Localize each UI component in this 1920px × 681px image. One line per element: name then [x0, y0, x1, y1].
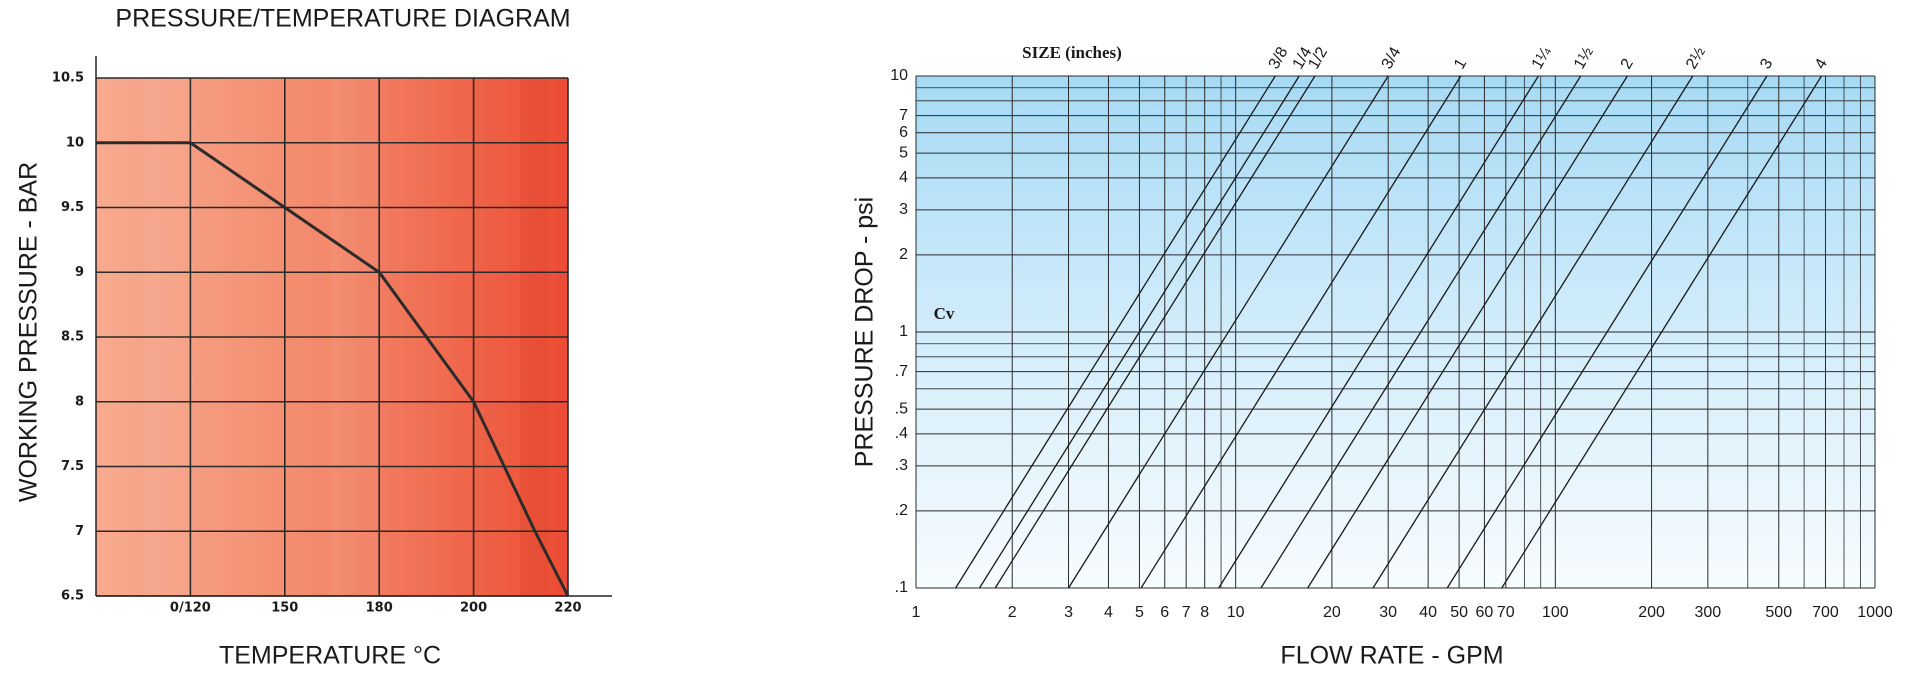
x-tick-label: 0/120 [170, 601, 211, 616]
data-line [1307, 75, 1628, 589]
x-tick-label: 60 [1476, 604, 1494, 621]
series-label: 1 [1451, 56, 1470, 72]
x-tick-label: 30 [1379, 604, 1397, 621]
x-tick-label: 300 [1695, 604, 1722, 621]
series-label: 2 [1618, 56, 1637, 72]
y-tick-label: 4 [899, 169, 908, 186]
x-tick-label: 200 [460, 601, 487, 616]
x-axis-title: TEMPERATURE °C [219, 642, 441, 670]
y-axis-title: PRESSURE DROP - psi [851, 197, 879, 467]
series-label: 2½ [1683, 44, 1709, 72]
y-tick-label: .5 [895, 400, 908, 417]
x-tick-label: 70 [1497, 604, 1515, 621]
y-tick-label: 3 [899, 201, 908, 218]
x-tick-label: 200 [1638, 604, 1665, 621]
y-tick-label: .2 [895, 502, 908, 519]
x-tick-label: 6 [1160, 604, 1169, 621]
x-tick-label: 5 [1135, 604, 1144, 621]
y-tick-label: .7 [895, 363, 908, 380]
x-tick-label: 1000 [1857, 604, 1893, 621]
x-tick-label: 180 [366, 601, 393, 616]
y-tick-label: 10.5 [52, 71, 84, 86]
data-line [1446, 75, 1768, 589]
series-label: 1/2 [1305, 44, 1331, 72]
data-line [1260, 75, 1582, 589]
annotation: Cv [934, 304, 955, 323]
x-tick-label: 4 [1104, 604, 1113, 621]
series-label: 1¼ [1529, 44, 1555, 72]
x-tick-label: 40 [1419, 604, 1437, 621]
data-line [1067, 75, 1389, 589]
x-tick-label: 50 [1450, 604, 1468, 621]
x-tick-label: 150 [271, 601, 298, 616]
y-tick-label: 1 [899, 323, 908, 340]
x-tick-label: 2 [1008, 604, 1017, 621]
data-line [978, 75, 1300, 589]
x-axis-title: FLOW RATE - GPM [1280, 642, 1503, 670]
y-tick-label: .3 [895, 457, 908, 474]
x-tick-label: 100 [1542, 604, 1569, 621]
series-label: 4 [1812, 56, 1831, 72]
y-tick-label: 8.5 [61, 330, 84, 345]
y-tick-label: .1 [895, 579, 908, 596]
data-line [1218, 75, 1539, 589]
y-tick-label: 8 [75, 394, 84, 409]
data-line [1372, 75, 1694, 589]
chart-title: PRESSURE/TEMPERATURE DIAGRAM [115, 5, 570, 33]
series-label: 3 [1757, 56, 1776, 72]
y-tick-label: 10 [890, 67, 908, 84]
y-tick-label: 7 [899, 107, 908, 124]
data-line [96, 141, 570, 597]
annotation: SIZE (inches) [1022, 43, 1122, 62]
data-line [1501, 75, 1823, 589]
y-axis-title: WORKING PRESSURE - BAR [15, 162, 43, 502]
x-tick-label: 700 [1812, 604, 1839, 621]
y-tick-label: 5 [899, 144, 908, 161]
x-tick-label: 1 [912, 604, 921, 621]
y-tick-label: 9.5 [61, 200, 84, 215]
y-tick-label: 10 [66, 135, 84, 150]
y-tick-label: 7.5 [61, 459, 84, 474]
y-tick-label: 6.5 [61, 589, 84, 604]
x-tick-label: 7 [1182, 604, 1191, 621]
x-tick-label: 8 [1200, 604, 1209, 621]
y-tick-label: 6 [899, 124, 908, 141]
data-line [955, 75, 1276, 589]
x-tick-label: 10 [1227, 604, 1245, 621]
y-tick-label: 7 [75, 524, 84, 539]
x-tick-label: 220 [554, 601, 581, 616]
y-tick-label: 9 [75, 265, 84, 280]
data-line [994, 75, 1316, 589]
series-label: 3/8 [1266, 44, 1292, 72]
x-tick-label: 20 [1323, 604, 1341, 621]
y-tick-label: .4 [895, 425, 908, 442]
y-tick-label: 2 [899, 246, 908, 263]
series-label: 3/4 [1379, 44, 1405, 72]
x-tick-label: 3 [1064, 604, 1073, 621]
series-label: 1½ [1571, 44, 1597, 72]
data-line [1140, 75, 1462, 589]
x-tick-label: 500 [1765, 604, 1792, 621]
